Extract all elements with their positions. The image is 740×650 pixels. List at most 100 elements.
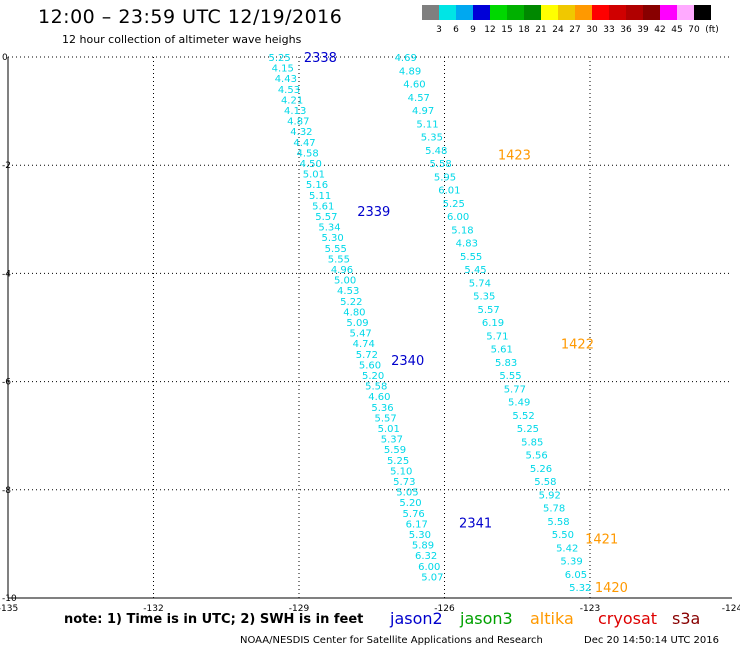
swh-value-label: 5.25 — [517, 424, 539, 435]
pass-number-label: 2338 — [304, 51, 337, 66]
swh-value-label: 5.58 — [534, 477, 556, 488]
swh-value-label: 4.96 — [331, 265, 353, 276]
swh-value-label: 5.49 — [508, 398, 530, 409]
swh-value-label: 5.10 — [390, 466, 412, 477]
swh-value-label: 5.37 — [381, 435, 403, 446]
colorbar-tick-label: 12 — [484, 25, 495, 35]
swh-value-label: 6.05 — [565, 570, 587, 581]
colorbar-tick-label: 45 — [671, 25, 682, 35]
swh-value-label: 4.21 — [281, 95, 303, 106]
swh-value-label: 5.05 — [396, 488, 418, 499]
swh-value-label: 4.69 — [395, 53, 417, 64]
footer-credit: NOAA/NESDIS Center for Satellite Applica… — [240, 635, 543, 646]
swh-value-label: 6.00 — [418, 562, 440, 573]
colorbar-swatch — [439, 5, 456, 20]
colorbar-tick-label: 9 — [470, 25, 476, 35]
colorbar-swatch — [456, 5, 473, 20]
swh-value-label: 4.83 — [456, 239, 478, 250]
swh-value-label: 5.22 — [340, 297, 362, 308]
swh-value-label: 5.72 — [356, 350, 378, 361]
colorbar-swatch — [694, 5, 711, 20]
y-tick-label: -6 — [2, 378, 11, 388]
colorbar-tick-label: 15 — [501, 25, 512, 35]
swh-value-label: 5.78 — [543, 504, 565, 515]
satellite-legend-item: cryosat — [598, 609, 658, 628]
swh-value-label: 5.48 — [425, 146, 447, 157]
satellite-legend-item: jason2 — [390, 609, 443, 628]
colorbar-swatch — [558, 5, 575, 20]
swh-value-label: 5.83 — [495, 358, 517, 369]
swh-value-label: 5.71 — [486, 331, 508, 342]
colorbar-tick-label: (ft) — [705, 25, 719, 35]
swh-value-label: 5.39 — [560, 557, 582, 568]
swh-value-label: 4.60 — [368, 392, 390, 403]
swh-value-label: 5.25 — [268, 53, 290, 64]
colorbar-swatch — [490, 5, 507, 20]
swh-value-label: 5.30 — [321, 233, 343, 244]
swh-value-label: 5.20 — [399, 498, 421, 509]
colorbar-tick-label: 21 — [535, 25, 546, 35]
satellite-legend-item: altika — [530, 609, 574, 628]
swh-value-label: 5.42 — [556, 543, 578, 554]
swh-value-label: 5.00 — [334, 276, 356, 287]
colorbar-swatch — [609, 5, 626, 20]
satellite-legend-item: s3a — [672, 609, 701, 628]
pass-number-label: 1420 — [595, 581, 628, 596]
colorbar-tick-label: 24 — [552, 25, 564, 35]
swh-value-label: 5.09 — [346, 318, 368, 329]
swh-value-label: 5.61 — [312, 201, 334, 212]
y-tick-label: -2 — [2, 161, 11, 171]
colorbar-tick-label: 27 — [569, 25, 580, 35]
swh-value-label: 5.61 — [491, 345, 513, 356]
swh-value-label: 4.43 — [275, 74, 297, 85]
colorbar-swatch — [541, 5, 558, 20]
satellite-legend-item: jason3 — [460, 609, 513, 628]
y-tick-label: -4 — [2, 269, 11, 279]
swh-value-label: 4.60 — [403, 80, 425, 91]
swh-value-label: 5.11 — [416, 119, 438, 130]
swh-value-label: 4.32 — [290, 127, 312, 138]
swh-value-label: 5.52 — [512, 411, 534, 422]
pass-number-label: 1421 — [585, 532, 618, 547]
swh-value-label: 5.55 — [460, 252, 482, 263]
colorbar-swatch — [592, 5, 609, 20]
pass-number-label: 2339 — [357, 205, 390, 220]
x-tick-label: -129 — [289, 604, 310, 614]
swh-value-label: 4.89 — [399, 66, 421, 77]
swh-value-label: 4.58 — [297, 148, 319, 159]
chart-title: 12:00 – 23:59 UTC 12/19/2016 — [38, 6, 343, 28]
swh-value-label: 5.59 — [384, 445, 406, 456]
x-tick-label: -123 — [580, 604, 600, 614]
wave-height-tracks: 5.254.154.434.534.214.134.874.324.474.58… — [268, 53, 591, 594]
swh-value-label: 5.57 — [315, 212, 337, 223]
swh-value-label: 5.58 — [365, 382, 387, 393]
swh-value-label: 5.50 — [552, 530, 574, 541]
tick-labels: -135 -132 -129 -126 -123 -124 0 -2 -4 -6 -8 -10 — [0, 53, 740, 614]
plot-axes — [7, 57, 732, 599]
swh-value-label: 5.25 — [387, 456, 409, 467]
colorbar: 3 6 9 12 15 18 21 24 27 30 33 36 39 42 45 70 (ft) — [422, 5, 719, 35]
swh-value-label: 4.13 — [284, 106, 306, 117]
swh-value-label: 5.35 — [473, 292, 495, 303]
swh-value-label: 5.11 — [309, 191, 331, 202]
colorbar-swatch — [473, 5, 490, 20]
swh-value-label: 5.57 — [478, 305, 500, 316]
colorbar-tick-label: 36 — [620, 25, 632, 35]
swh-value-label: 4.15 — [272, 64, 294, 75]
y-tick-label: 0 — [2, 53, 8, 63]
colorbar-swatch — [524, 5, 541, 20]
colorbar-swatch — [575, 5, 592, 20]
x-tick-label: -132 — [143, 604, 163, 614]
swh-value-label: 4.47 — [293, 138, 315, 149]
swh-value-label: 5.77 — [504, 384, 526, 395]
colorbar-tick-label: 6 — [453, 25, 459, 35]
swh-value-label: 5.74 — [469, 278, 491, 289]
colorbar-tick-label: 33 — [603, 25, 614, 35]
pass-number-label: 1423 — [498, 148, 531, 163]
x-tick-label: -124 — [722, 604, 740, 614]
swh-value-label: 5.32 — [569, 583, 591, 594]
y-tick-label: -10 — [2, 594, 17, 604]
swh-value-label: 5.55 — [325, 244, 347, 255]
colorbar-tick-label: 30 — [586, 25, 598, 35]
